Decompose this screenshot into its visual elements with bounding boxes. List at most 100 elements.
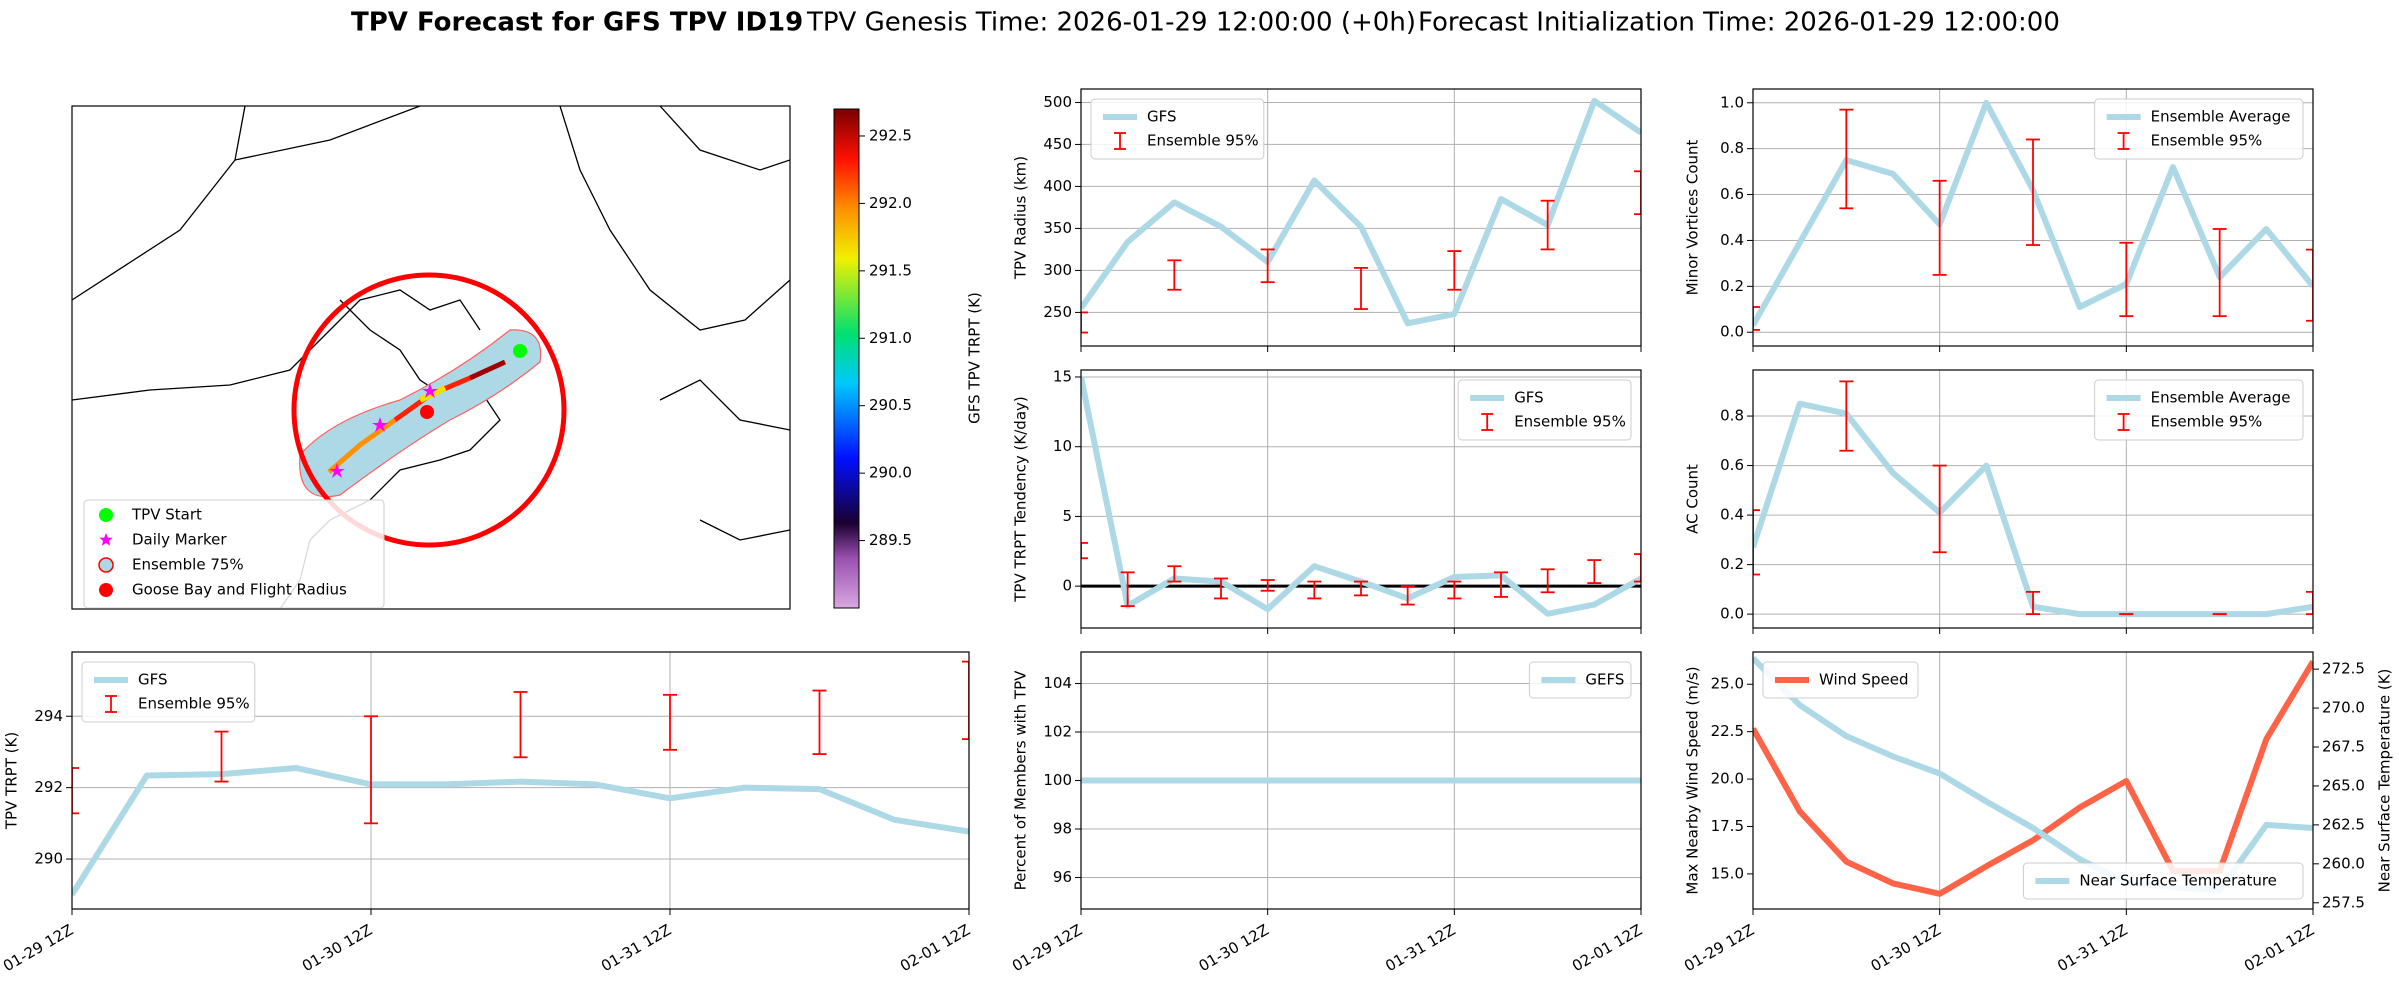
y-tick-label: 0.4 [1720,506,1744,524]
y-tick-label: 17.5 [1711,817,1744,835]
y2-axis-label: Near Surface Temperature (K) [2376,669,2394,893]
y-tick-label: 100 [1043,771,1072,789]
legend-box [2094,98,2304,160]
y-tick-label: 290 [34,850,63,868]
x-tick-label: 01-29 12Z [1681,921,1757,975]
legend-box [83,499,385,609]
y-tick-label: 350 [1043,219,1072,237]
legend-label: GFS [1147,108,1177,126]
error-bar [1167,565,1182,583]
error-bar [1354,266,1368,310]
y-axis-label: TPV Radius (km) [1012,156,1030,280]
error-bar [1932,464,1947,554]
error-bar [1214,577,1228,600]
y-tick-label: 98 [1053,819,1072,837]
daily-marker [329,463,345,478]
error-bar [663,693,677,751]
legend-label: Ensemble 95% [1147,132,1259,150]
error-bar [214,730,229,783]
legend-box [1528,661,1632,699]
y-axis-label: Max Nearby Wind Speed (m/s) [1684,666,1702,894]
error-bar [513,691,528,759]
axes-frame [1080,369,1642,629]
legend-label: Ensemble 75% [132,556,244,574]
tpv-start [513,344,527,358]
x-tick-label: 02-01 12Z [897,921,973,975]
y-tick-label: 102 [1043,723,1072,741]
axes-frame [71,651,970,910]
legend-label: Goose Bay and Flight Radius [132,581,347,599]
error-bar [1634,553,1641,583]
error-bar [962,660,969,740]
y-tick-label: 20.0 [1711,770,1744,788]
y-tick-label: 0.0 [1720,323,1744,341]
track [468,359,507,381]
map-frame [71,105,791,610]
y-tick-label: 400 [1043,177,1072,195]
error-bar [1753,306,1760,331]
legend-box [2094,379,2304,441]
legend-box [2022,862,2304,900]
y-tick-label: 15 [1053,367,1072,385]
x-tick-label: 02-01 12Z [2241,921,2317,975]
y-tick-label: 250 [1043,303,1072,321]
y-tick-label: 292 [34,778,63,796]
error-bar [1167,259,1182,291]
error-bar [364,715,378,825]
error-bar [1839,108,1854,210]
legend-label: Ensemble 95% [1514,413,1626,431]
legend-box [1762,661,1919,699]
goose-bay [420,405,434,419]
y-tick-label: 0.4 [1720,231,1744,249]
x-tick-label: 01-29 12Z [0,921,76,975]
y-tick-label: 0.6 [1720,185,1744,203]
legend-marker [99,583,113,597]
y-axis-label: TPV TRPT Tendency (K/day) [1012,396,1030,602]
colorbar-tick-label: 292.5 [869,126,912,144]
error-bar [1932,179,1947,276]
plot-area [1081,370,1641,628]
flight-radius [291,272,567,548]
title-init: Forecast Initialization Time: 2026-01-29… [1418,8,2060,38]
legend-label: Wind Speed [1819,671,1909,689]
error-bar [2306,248,2313,322]
error-bar [1634,170,1641,216]
y-tick-label: 0.2 [1720,555,1744,573]
x-tick-label: 01-31 12Z [1382,921,1458,975]
error-bar [1587,559,1602,584]
y-tick-label: 0.2 [1720,277,1744,295]
legend-box [1090,98,1265,160]
error-bar [1354,580,1368,597]
y2-tick-label: 262.5 [2322,815,2365,833]
y-axis-label: AC Count [1684,464,1702,534]
legend-marker [98,557,114,573]
y-tick-label: 1.0 [1720,93,1744,111]
legend-label: Ensemble Average [2151,108,2291,126]
axes-frame [1080,88,1642,347]
error-bar [2119,241,2134,318]
y-tick-label: 5 [1062,507,1072,525]
colorbar-tick-label: 290.0 [869,464,912,482]
colorbar [833,108,860,609]
y-tick-label: 104 [1043,674,1072,692]
error-bar [1540,199,1555,251]
plot-area [1081,89,1641,346]
error-bar [1839,380,1854,452]
x-tick-label: 01-30 12Z [1196,921,1272,975]
error-bar [1120,571,1135,608]
legend-label: TPV Start [131,506,202,524]
legend-box [1457,379,1632,441]
y-axis-label: TPV TRPT (K) [3,732,21,830]
legend-label: GFS [138,671,168,689]
error-bar [1447,250,1462,291]
plot-area [72,652,969,909]
error-bar [2026,590,2040,616]
x-tick-label: 02-01 12Z [1569,921,1645,975]
error-bar [1494,571,1508,598]
legend-label: Ensemble Average [2151,389,2291,407]
error-bar [1753,509,1760,576]
daily-marker [422,383,438,398]
y-tick-label: 0.6 [1720,456,1744,474]
error-bar [1081,542,1088,560]
colorbar-tick-label: 292.0 [869,194,912,212]
